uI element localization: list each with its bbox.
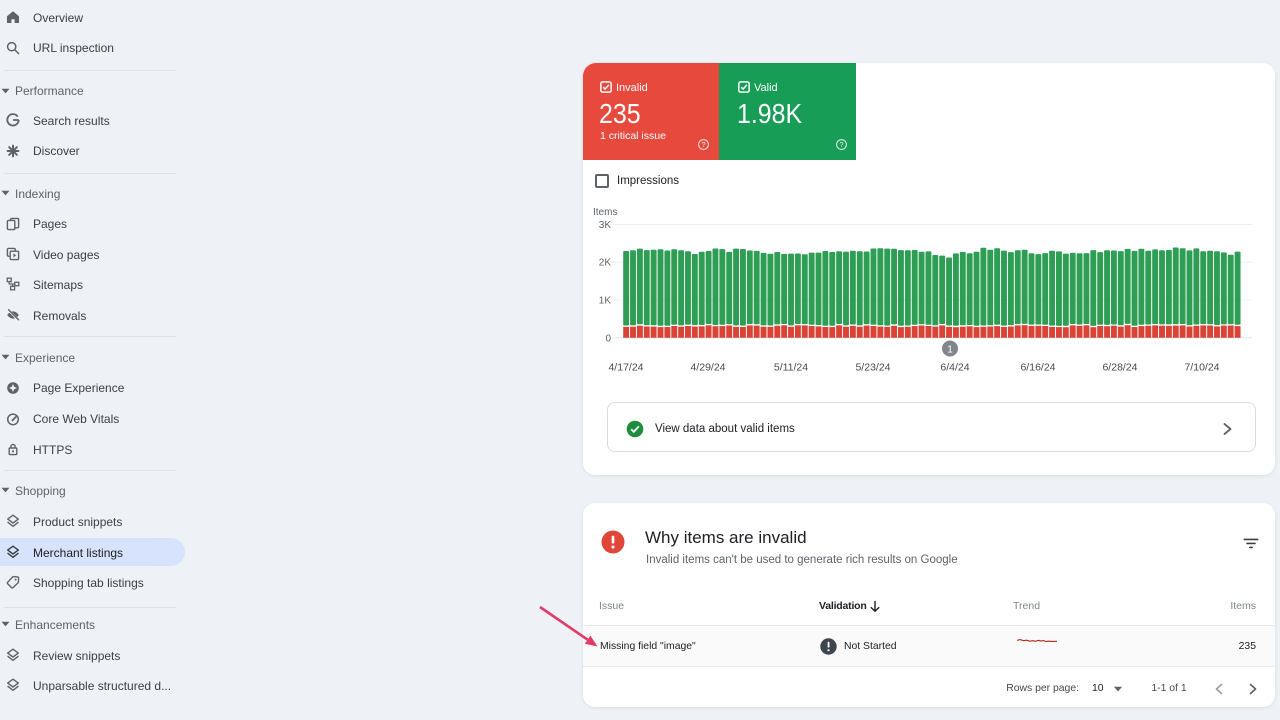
svg-text:Items: Items xyxy=(593,207,617,218)
svg-text:4/29/24: 4/29/24 xyxy=(690,362,725,374)
svg-text:1K: 1K xyxy=(599,295,612,306)
svg-text:6/4/24: 6/4/24 xyxy=(940,362,969,374)
svg-text:6/16/24: 6/16/24 xyxy=(1020,362,1055,374)
svg-text:2K: 2K xyxy=(599,258,612,269)
svg-text:?: ? xyxy=(839,140,843,149)
svg-text:4/17/24: 4/17/24 xyxy=(608,362,643,374)
svg-text:7/10/24: 7/10/24 xyxy=(1184,362,1219,374)
svg-text:?: ? xyxy=(701,140,705,149)
svg-text:5/23/24: 5/23/24 xyxy=(855,362,890,374)
svg-text:5/11/24: 5/11/24 xyxy=(774,362,808,374)
svg-text:1: 1 xyxy=(947,344,953,355)
svg-text:6/28/24: 6/28/24 xyxy=(1102,362,1137,374)
svg-text:3K: 3K xyxy=(599,220,612,231)
svg-text:0: 0 xyxy=(605,333,611,344)
